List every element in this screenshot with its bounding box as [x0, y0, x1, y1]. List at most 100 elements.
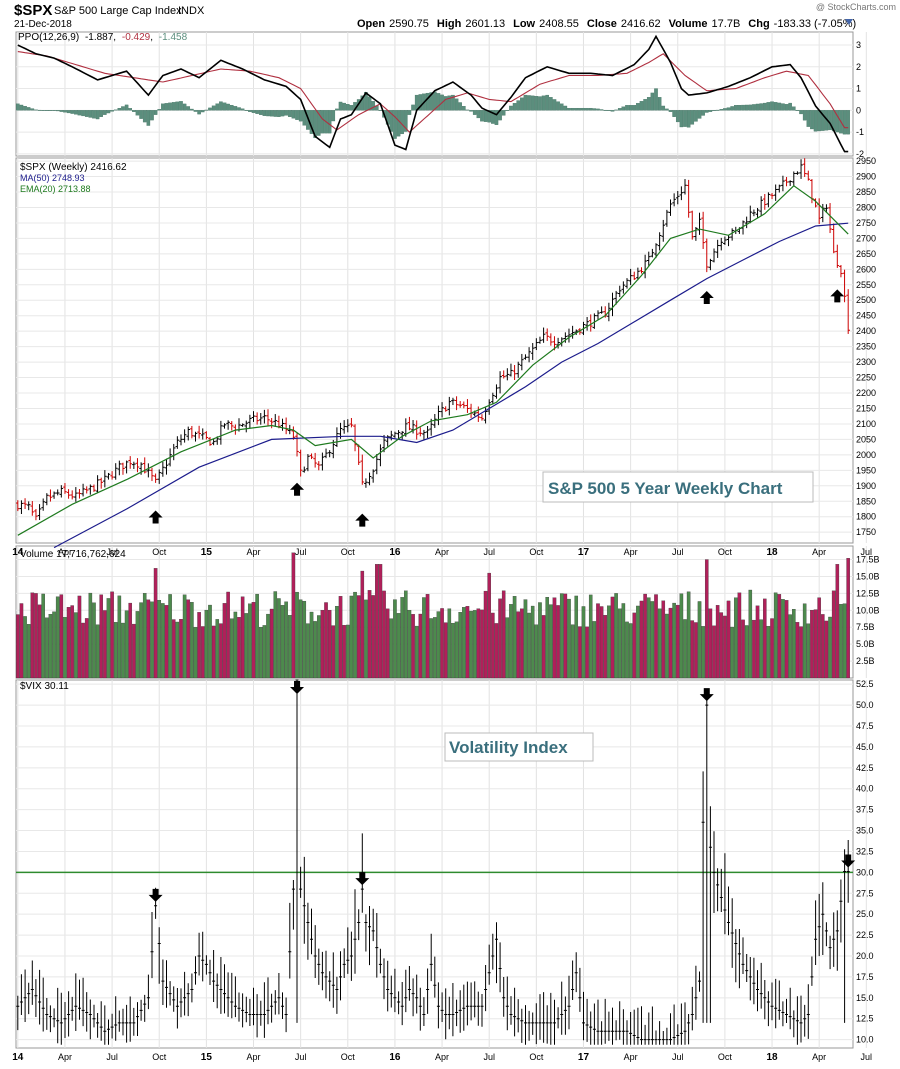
volume-bar — [552, 597, 557, 679]
volume-bar — [763, 598, 767, 679]
ppo-hist-bar — [574, 107, 579, 111]
ppo-hist-bar — [280, 110, 285, 117]
ppo-hist-bar — [621, 106, 626, 111]
x-tick-label: Jul — [861, 1052, 873, 1062]
volume-bar — [110, 591, 114, 679]
quote-label: Chg — [748, 18, 769, 30]
ppo-hist-bar — [476, 110, 481, 119]
ppo-hist-bar — [418, 94, 423, 111]
volume-bar — [291, 552, 296, 679]
volume-bar — [810, 609, 814, 679]
y-tick-label: 15.0 — [856, 993, 874, 1003]
volume-bar — [204, 609, 209, 679]
volume-bar — [480, 609, 484, 679]
ppo-hist-bar — [610, 110, 615, 112]
ppo-hist-bar — [748, 104, 753, 111]
ppo-hist-bar — [596, 108, 600, 111]
ppo-hist-bar — [193, 110, 198, 112]
volume-bar — [534, 624, 539, 679]
y-tick-label: 45.0 — [856, 742, 874, 752]
volume-bar — [563, 593, 568, 679]
ppo-hist-bar — [675, 110, 680, 123]
volume-bar — [491, 612, 495, 679]
volume-bar — [287, 615, 292, 679]
y-tick-label: 2600 — [856, 264, 876, 274]
volume-bar — [541, 615, 546, 679]
volume-bar — [632, 612, 637, 679]
volume-bar — [530, 605, 535, 679]
volume-bar — [559, 593, 564, 679]
volume-bar — [759, 619, 763, 679]
y-tick-label: -2 — [856, 149, 864, 159]
ppo-y-ticks: 3 2 1 0 -1 -2 — [856, 40, 864, 159]
x-tick-label: Apr — [247, 547, 261, 557]
volume-bar — [744, 625, 749, 679]
volume-bar — [179, 619, 183, 679]
up-arrow-icon — [699, 290, 714, 304]
ppo-hist-bar — [204, 109, 209, 111]
volume-bar — [505, 617, 510, 679]
ppo-hist-bar — [784, 104, 789, 111]
ppo-hist-bar — [63, 110, 67, 113]
ppo-hist-bar — [55, 110, 60, 112]
ppo-hist-bar — [295, 110, 299, 120]
quote-value: 2590.75 — [389, 18, 429, 30]
ppo-hist-bar — [132, 110, 136, 112]
ppo-hist-bar — [30, 108, 35, 111]
price-legend: $SPX (Weekly) 2416.62 MA(50) 2748.93 EMA… — [20, 162, 127, 194]
up-arrow-icon — [355, 513, 370, 527]
x-tick-label: Oct — [152, 1052, 167, 1062]
signal-legend-value: -0.429 — [122, 32, 151, 43]
volume-bar — [650, 601, 655, 679]
ppo-hist-bar — [817, 110, 821, 132]
quote-dropdown-icon[interactable] — [845, 19, 853, 25]
y-tick-label: 20.0 — [856, 951, 874, 961]
volume-bar — [792, 609, 796, 679]
y-tick-label: 2650 — [856, 249, 876, 259]
volume-bar — [639, 600, 644, 679]
x-tick-label: Oct — [718, 1052, 733, 1062]
volume-bar — [171, 619, 176, 679]
x-axis-labels: 14 14 Apr Apr Jul Jul Oct Oct 15 15 Apr Apr Jul Jul Oc… — [12, 547, 873, 1063]
volume-bar — [306, 623, 310, 679]
x-tick-label: Oct — [341, 1052, 356, 1062]
exchange: INDX — [178, 5, 205, 17]
down-arrow-icon — [148, 888, 163, 902]
ppo-hist-bar — [378, 110, 383, 111]
volume-bar — [607, 605, 611, 679]
y-tick-label: -1 — [856, 127, 864, 137]
price-panel: 1750 1800 1850 1900 1950 2000 2050 2100 2150 2200… — [16, 156, 876, 549]
volume-bar — [211, 625, 216, 679]
x-tick-label: Apr — [435, 547, 449, 557]
ppo-hist-bar — [585, 107, 589, 111]
volume-bar — [106, 598, 111, 679]
price-arrows — [148, 289, 845, 527]
y-tick-label: 27.5 — [856, 888, 874, 898]
volume-bar — [331, 625, 336, 679]
volume-bar — [520, 608, 524, 679]
ppo-hist-bar — [215, 103, 220, 111]
ppo-hist-bar — [752, 104, 756, 111]
y-tick-label: 2050 — [856, 434, 876, 444]
ppo-hist-bar — [371, 101, 375, 111]
ppo-hist-bar — [806, 110, 811, 127]
quote-value: 2601.13 — [465, 18, 505, 30]
ppo-hist-bar — [665, 108, 669, 111]
y-tick-label: 40.0 — [856, 784, 874, 794]
vix-annotation-box: Volatility Index — [444, 732, 594, 762]
volume-bar — [574, 595, 579, 679]
volume-bar — [646, 597, 651, 679]
ppo-panel: 3 2 1 0 -1 -2 PPO(12,26,9) -1.887, -0.429, -1… — [16, 32, 864, 159]
volume-bar — [770, 618, 774, 679]
volume-bar — [654, 594, 658, 679]
y-tick-label: 3 — [856, 40, 861, 50]
volume-bar — [806, 623, 811, 679]
ppo-hist-bar — [70, 110, 74, 114]
volume-bar — [795, 622, 800, 679]
volume-bar — [581, 606, 586, 679]
ppo-hist-bar — [603, 109, 608, 111]
volume-bar — [752, 619, 756, 679]
ppo-hist-bar — [715, 109, 720, 111]
x-tick-label: Jul — [861, 547, 873, 557]
ppo-hist-bar — [755, 103, 760, 111]
